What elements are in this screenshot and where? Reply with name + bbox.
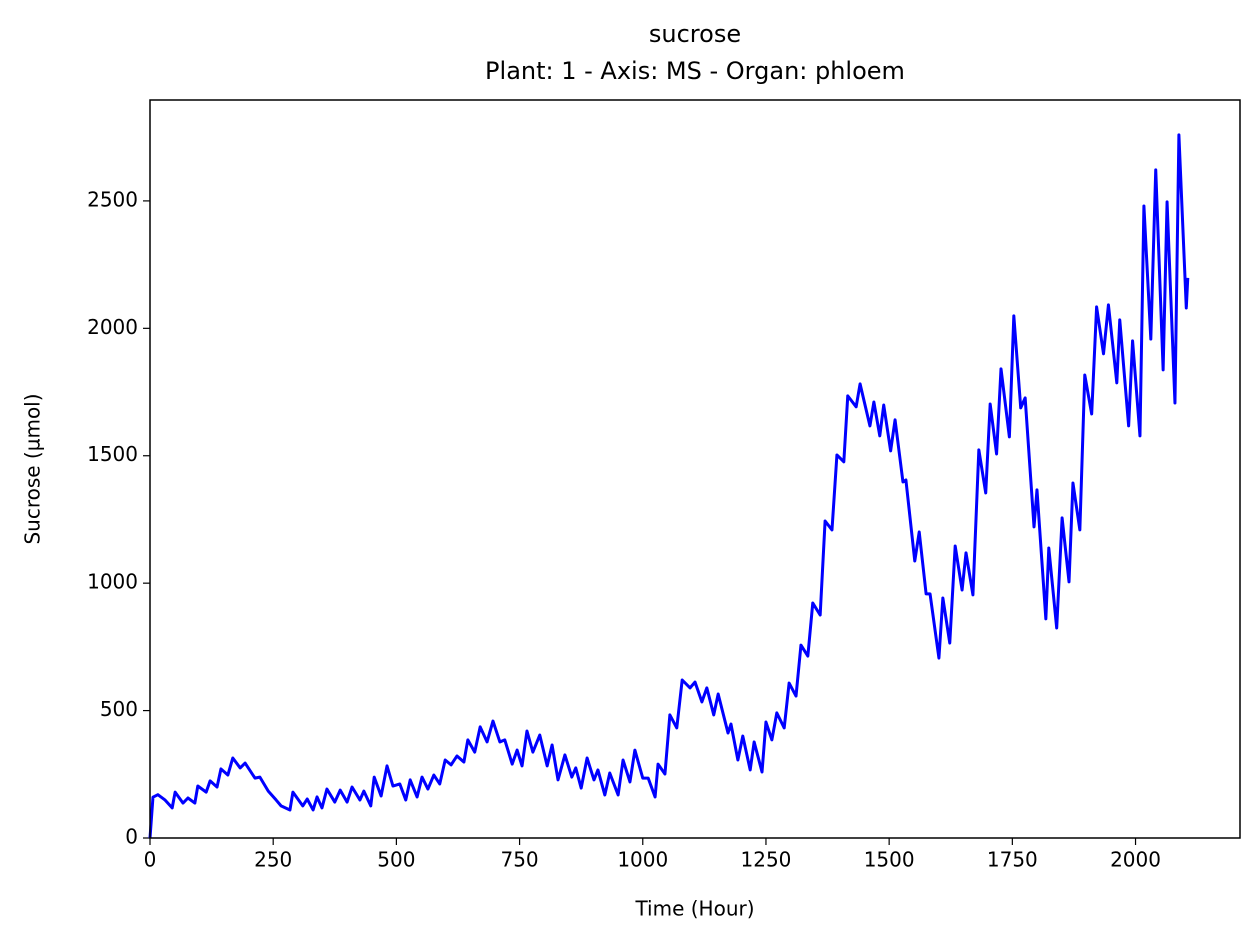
y-tick-label: 1500 [87,442,138,466]
y-tick-label: 2500 [87,187,138,211]
x-tick-label: 0 [144,848,157,872]
y-axis-label: Sucrose (µmol) [21,393,45,544]
x-tick-label: 750 [500,848,538,872]
x-tick-label: 1000 [617,848,668,872]
x-tick-label: 1250 [741,848,792,872]
x-tick-label: 1500 [864,848,915,872]
x-tick-label: 2000 [1110,848,1161,872]
data-line [148,133,1190,839]
x-tick-label: 500 [377,848,415,872]
y-tick-label: 2000 [87,315,138,339]
y-tick-label: 1000 [87,570,138,594]
chart-subtitle: Plant: 1 - Axis: MS - Organ: phloem [485,57,905,85]
y-tick-label: 500 [100,697,138,721]
chart-title: sucrose [649,20,741,48]
x-tick-label: 250 [254,848,292,872]
plot-frame [149,99,1241,839]
x-axis-label: Time (Hour) [634,897,754,921]
y-tick-label: 0 [125,825,138,849]
x-tick-label: 1750 [987,848,1038,872]
